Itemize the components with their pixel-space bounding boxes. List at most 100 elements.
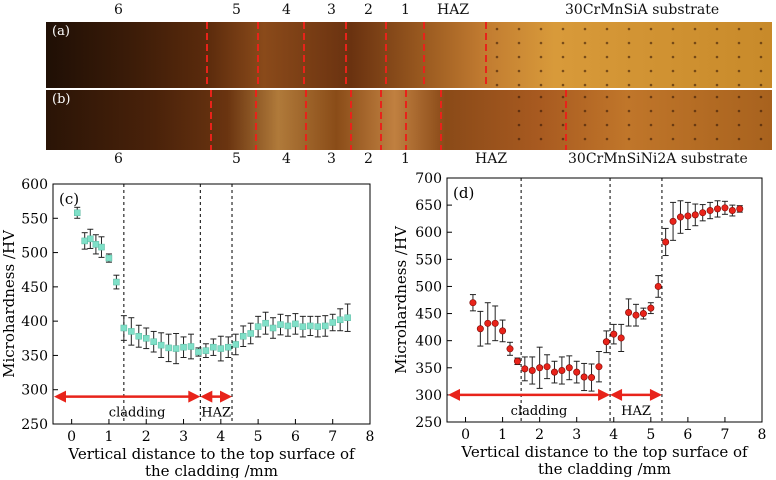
x-tick-label: 2 — [535, 427, 544, 443]
x-tick-label: 3 — [572, 427, 581, 443]
data-point — [180, 343, 187, 351]
data-point — [344, 314, 351, 321]
arrow-head-left — [448, 388, 460, 401]
x-tick-label: 8 — [366, 429, 375, 445]
zone-label-1-bottom: 1 — [401, 151, 410, 167]
chart-c-svg: 250 300 350 400 450 500 550 600 0 1 2 3 4 5 6 7 8 Microha… — [0, 177, 375, 478]
data-point — [150, 338, 157, 345]
arrow-head-right — [598, 388, 611, 401]
data-point — [142, 335, 150, 342]
data-point — [654, 282, 662, 290]
y-tick-label: 400 — [415, 334, 442, 350]
data-point — [699, 209, 707, 217]
y-tick-label: 250 — [21, 417, 48, 433]
substrate-label-b: 30CrMnSiNi2A substrate — [568, 151, 748, 167]
data-point — [187, 343, 195, 350]
data-point — [105, 254, 113, 262]
x-tick-label: 8 — [758, 427, 767, 443]
data-point — [550, 368, 558, 376]
zone-label-3-top: 3 — [327, 2, 336, 18]
y-axis-label: Microhardness /HV — [0, 229, 18, 378]
x-tick-label: 4 — [609, 427, 618, 443]
data-point — [329, 319, 336, 326]
data-point — [662, 238, 670, 246]
x-tick-label: 6 — [683, 427, 692, 443]
region-label: HAZ — [621, 404, 651, 419]
data-point — [128, 328, 135, 335]
haz-label-top: HAZ — [437, 2, 470, 18]
data-point — [647, 304, 655, 312]
data-point — [706, 207, 714, 215]
x-axis-label: the cladding /mm — [538, 460, 671, 478]
data-point — [691, 211, 699, 219]
data-point — [81, 237, 88, 245]
x-axis-label: the cladding /mm — [145, 462, 278, 478]
arrow-head-left — [610, 388, 623, 401]
data-point — [202, 347, 210, 354]
plot-frame — [52, 183, 371, 425]
data-point — [588, 374, 596, 382]
data-point — [292, 320, 299, 328]
y-tick-label: 550 — [415, 252, 442, 268]
data-point — [476, 325, 484, 333]
data-point — [676, 213, 684, 221]
data-point — [284, 322, 292, 330]
haz-label-bottom: HAZ — [475, 151, 508, 167]
data-point — [580, 373, 588, 381]
x-tick-label: 2 — [142, 429, 151, 445]
x-tick-label: 1 — [104, 429, 113, 445]
data-point — [92, 241, 100, 248]
x-tick-label: 4 — [216, 429, 225, 445]
arrow-head-right — [220, 390, 233, 403]
data-point — [210, 343, 217, 351]
data-point — [610, 330, 618, 338]
data-point — [595, 363, 603, 371]
data-point — [513, 357, 521, 365]
region-label: cladding — [109, 406, 166, 421]
data-point — [684, 212, 692, 220]
data-point — [225, 343, 232, 351]
x-axis-label: Vertical distance to the top surface of — [67, 445, 356, 463]
arrow-head-right — [188, 390, 201, 403]
data-point — [669, 217, 677, 225]
zone-label-2-top: 2 — [364, 2, 373, 18]
panel-label: (d) — [453, 184, 474, 202]
region-label: HAZ — [201, 406, 231, 421]
data-point — [491, 319, 499, 327]
micrograph-a — [46, 22, 772, 88]
y-tick-label: 300 — [21, 383, 48, 399]
panel-label-a: (a) — [52, 24, 70, 39]
data-point — [165, 344, 172, 352]
zone-label-3-bottom: 3 — [327, 151, 336, 167]
data-point — [299, 323, 307, 330]
data-point — [499, 327, 507, 335]
data-point — [543, 363, 551, 371]
data-point — [120, 324, 128, 332]
zone-label-5-bottom: 5 — [232, 151, 241, 167]
x-tick-label: 7 — [720, 427, 729, 443]
zone-label-6-top: 6 — [114, 2, 123, 18]
data-point — [558, 366, 566, 374]
y-tick-label: 500 — [21, 246, 48, 262]
data-point — [714, 205, 722, 213]
data-point — [113, 278, 120, 286]
y-tick-label: 250 — [415, 415, 442, 431]
x-tick-label: 6 — [291, 429, 300, 445]
data-point — [721, 204, 729, 212]
data-point — [135, 332, 143, 340]
x-axis-label: Vertical distance to the top surface of — [460, 443, 749, 461]
data-point — [98, 243, 105, 251]
zone-label-4-bottom: 4 — [282, 151, 291, 167]
data-point — [307, 322, 314, 330]
data-point — [232, 341, 239, 348]
micrograph-b — [46, 90, 772, 150]
data-point — [573, 368, 581, 376]
data-point — [269, 324, 277, 332]
data-point — [736, 205, 744, 213]
data-point — [262, 319, 269, 327]
data-point — [625, 308, 633, 316]
data-point — [639, 310, 647, 318]
x-tick-label: 1 — [498, 427, 507, 443]
panel-label-b: (b) — [52, 92, 71, 107]
data-point — [254, 323, 262, 330]
